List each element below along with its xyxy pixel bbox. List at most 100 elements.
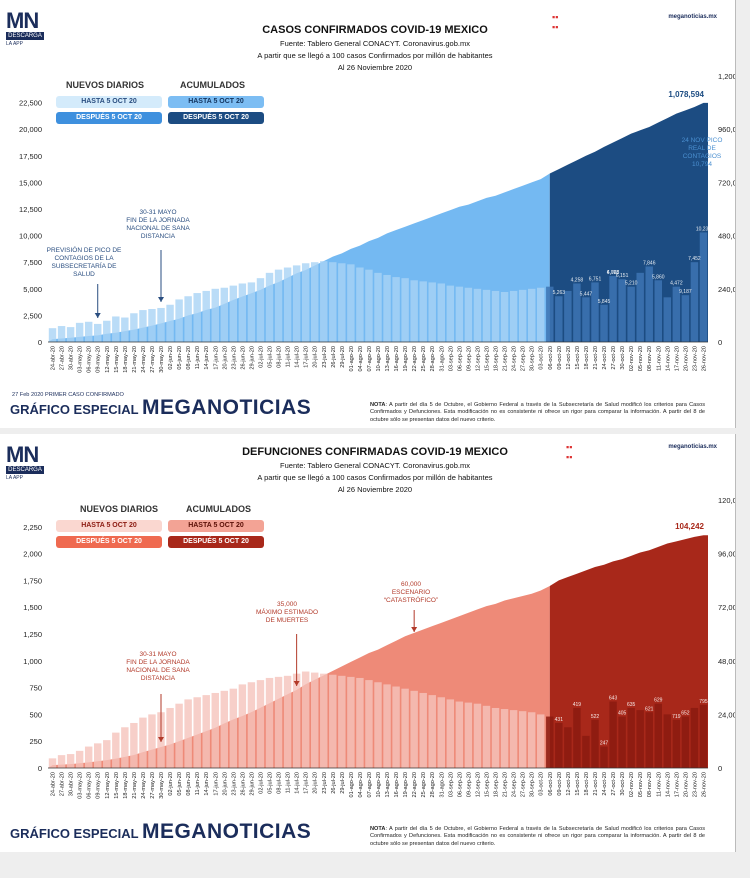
daily-value-label: 629 (654, 698, 663, 704)
y-tick-label: 10,000 (19, 232, 42, 241)
deaths-chart-panel: MN DESCARGA LA APP ▪▪ ▪▪ meganoticias.mx … (0, 434, 736, 852)
x-tick-label: 28-ago-20 (430, 772, 436, 798)
x-tick-label: 21-oct-20 (593, 772, 599, 796)
daily-bar (256, 680, 265, 768)
meganoticias-text: MEGANOTICIAS (141, 396, 312, 419)
annotation-text: 24 NOV PICO (682, 137, 723, 144)
y2-tick-label: 480,000 (718, 232, 735, 241)
daily-bar (121, 317, 129, 342)
x-tick-label: 02-jul-20 (258, 346, 264, 368)
first-case-note: 27 Feb 2020 PRIMER CASO CONFIRMADO (12, 392, 124, 398)
annotation-text: 30-31 MAYO (139, 651, 176, 658)
daily-bar (274, 676, 283, 768)
daily-bar (401, 688, 409, 768)
grid-icon: ▪▪ ▪▪ (566, 442, 573, 462)
note-text: NOTA: A partir del día 5 de Octubre, el … (370, 402, 705, 425)
especial-text: GRÁFICO ESPECIAL (10, 826, 139, 841)
daily-bar (347, 676, 355, 768)
daily-bar (175, 703, 183, 768)
daily-value-label: 522 (591, 714, 600, 720)
daily-bar (555, 296, 563, 342)
daily-bar (112, 732, 120, 768)
x-tick-label: 05-nov-20 (638, 346, 644, 371)
daily-bar (301, 263, 310, 342)
daily-bar (157, 307, 165, 342)
daily-value-label: 6,025 (607, 270, 620, 276)
x-tick-label: 15-sep-20 (484, 772, 490, 797)
legend-cum-head: ACUMULADOS (180, 80, 245, 90)
annotation-arrowhead (411, 627, 418, 632)
daily-bar (681, 716, 690, 768)
x-tick-label: 09-may-20 (96, 772, 102, 799)
y-tick-label: 1,250 (23, 630, 42, 639)
x-tick-label: 28-ago-20 (430, 346, 436, 372)
x-tick-label: 20-jun-20 (222, 346, 228, 370)
x-tick-label: 03-sep-20 (448, 772, 454, 797)
daily-bar (636, 272, 644, 342)
daily-value-label: 247 (600, 741, 609, 747)
x-tick-label: 26-jun-20 (240, 772, 246, 796)
note-body: : A partir del día 5 de Octubre, el Gobi… (370, 401, 705, 423)
x-tick-label: 17-jun-20 (213, 772, 219, 796)
daily-bar (645, 712, 653, 768)
mn-logo[interactable]: MN DESCARGA LA APP (6, 444, 44, 481)
brand-banner: GRÁFICO ESPECIAL MEGANOTICIAS (10, 396, 311, 420)
daily-bar (672, 719, 681, 768)
annotation-text: FIN DE LA JORNADA (126, 217, 190, 224)
mn-logo[interactable]: MN DESCARGA LA APP (6, 10, 44, 47)
daily-bar (564, 727, 572, 768)
daily-bar (428, 282, 436, 342)
x-tick-label: 15-sep-20 (484, 346, 490, 371)
daily-bar (527, 712, 536, 768)
x-tick-label: 09-oct-20 (557, 346, 563, 370)
final-cumulative-label: 1,078,594 (668, 90, 704, 99)
daily-value-label: 405 (618, 711, 627, 717)
daily-bar (446, 699, 455, 768)
logo-mn-text: MN (6, 8, 39, 33)
y-tick-label: 17,500 (19, 152, 42, 161)
annotation-text: “CATASTRÓFICO” (384, 595, 438, 604)
daily-bar (329, 674, 337, 768)
site-url[interactable]: meganoticias.mx (668, 14, 717, 20)
site-url[interactable]: meganoticias.mx (668, 444, 717, 450)
annotation-text: 60,000 (401, 581, 421, 588)
daily-bar (57, 755, 66, 768)
daily-bar (627, 286, 635, 342)
x-tick-label: 14-jul-20 (295, 346, 301, 368)
daily-bar (491, 707, 500, 768)
x-tick-label: 21-sep-20 (503, 772, 509, 797)
daily-bar (537, 714, 545, 768)
x-tick-label: 21-may-20 (132, 772, 138, 799)
x-tick-label: 05-jul-20 (268, 346, 274, 368)
x-tick-label: 22-ago-20 (412, 772, 418, 798)
daily-bar (627, 707, 635, 768)
daily-bar (663, 714, 672, 768)
daily-bar (211, 288, 219, 342)
x-tick-label: 30-sep-20 (530, 772, 536, 797)
x-tick-label: 14-jun-20 (204, 346, 210, 370)
chart-title: CASOS CONFIRMADOS COVID-19 MEXICO (262, 24, 488, 36)
x-tick-label: 23-nov-20 (692, 346, 698, 371)
daily-value-label: 419 (573, 702, 582, 708)
x-tick-label: 08-nov-20 (647, 346, 653, 371)
y-tick-label: 22,500 (19, 99, 42, 108)
daily-bar (672, 286, 681, 342)
daily-bar (283, 267, 292, 342)
daily-bar (175, 299, 183, 342)
annotation-text: REAL DE (688, 145, 716, 152)
daily-value-label: 431 (555, 717, 564, 723)
x-tick-label: 17-jul-20 (304, 772, 310, 794)
x-tick-label: 20-nov-20 (683, 772, 689, 797)
daily-value-label: 621 (645, 706, 654, 712)
daily-bar (582, 297, 590, 342)
daily-value-label: 795 (699, 699, 708, 705)
x-tick-label: 11-nov-20 (656, 346, 662, 371)
daily-bar (347, 264, 355, 342)
logo-mn-text: MN (6, 442, 39, 467)
x-tick-label: 27-may-20 (150, 346, 156, 373)
x-tick-label: 12-sep-20 (475, 772, 481, 797)
daily-bar (690, 262, 699, 342)
daily-bar (66, 754, 75, 768)
daily-bar (419, 692, 427, 768)
